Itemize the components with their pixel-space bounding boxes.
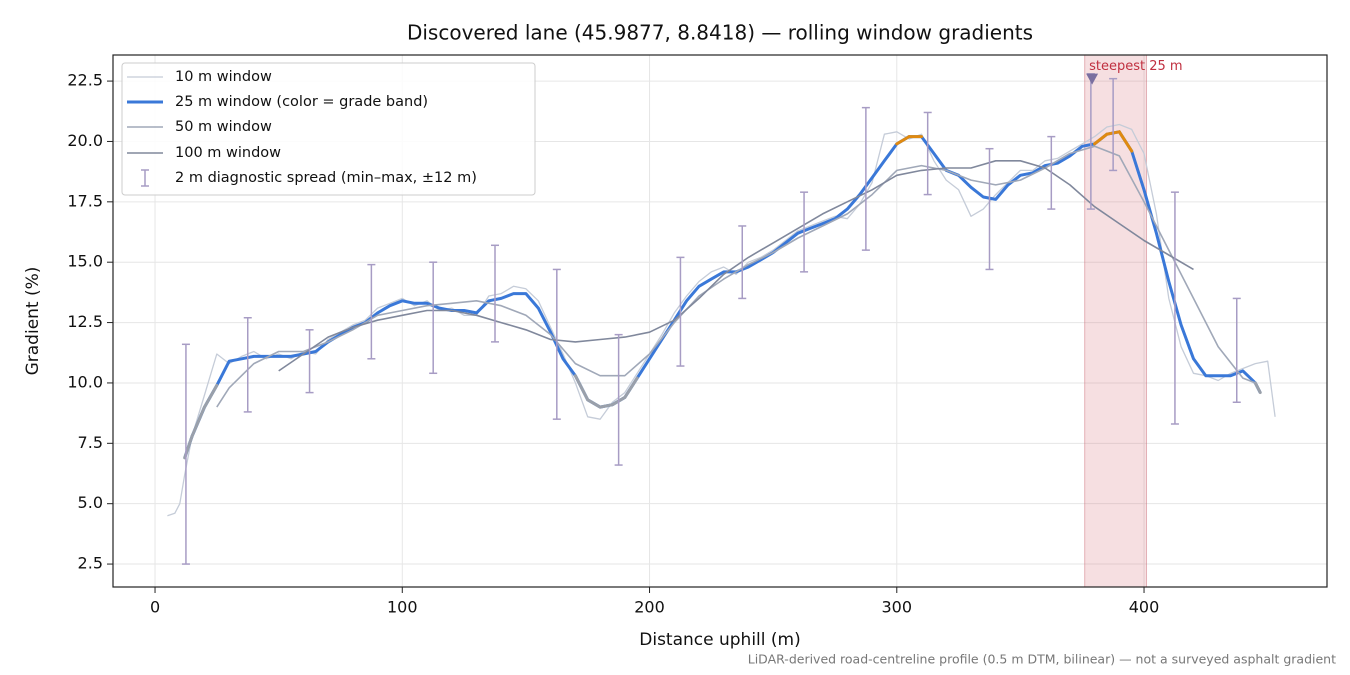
legend-label: 25 m window (color = grade band) xyxy=(175,94,428,110)
annotation-marker xyxy=(1086,73,1099,85)
x-tick-label: 0 xyxy=(150,598,160,617)
error-bar xyxy=(614,333,623,466)
x-tick-label: 400 xyxy=(1129,598,1160,617)
y-tick-label: 22.5 xyxy=(67,71,103,90)
grade-band-segment xyxy=(1093,132,1109,146)
error-bar xyxy=(676,256,685,367)
error-bar xyxy=(800,191,809,273)
legend: 10 m window 25 m window (color = grade ba… xyxy=(121,62,536,196)
grade-band-segment xyxy=(598,403,614,409)
error-bar xyxy=(429,261,438,375)
footnote: LiDAR-derived road-centreline profile (0… xyxy=(748,652,1336,667)
grade-band-segment xyxy=(895,135,911,146)
error-bar xyxy=(861,106,870,251)
y-tick-label: 12.5 xyxy=(67,312,103,331)
series-line xyxy=(278,160,1194,372)
error-bar xyxy=(552,268,561,420)
error-bar xyxy=(985,147,994,271)
legend-label: 50 m window xyxy=(175,119,272,135)
error-bar xyxy=(181,343,190,565)
grade-band-segment xyxy=(1253,381,1262,395)
y-tick-label: 10.0 xyxy=(67,372,103,391)
x-tick-label: 300 xyxy=(882,598,913,617)
y-tick-label: 2.5 xyxy=(78,554,103,573)
error-bar xyxy=(367,263,376,360)
grade-band-segment xyxy=(623,376,639,399)
error-bar xyxy=(1170,191,1179,425)
error-bar xyxy=(243,316,252,413)
y-axis-label: Gradient (%) xyxy=(23,267,43,376)
legend-label: 10 m window xyxy=(175,69,272,85)
y-tick-label: 5.0 xyxy=(78,493,103,512)
legend-label: 100 m window xyxy=(175,145,281,161)
error-bar xyxy=(491,244,500,343)
error-bar xyxy=(923,111,932,196)
x-axis-label: Distance uphill (m) xyxy=(639,630,800,650)
y-tick-label: 15.0 xyxy=(67,252,103,271)
x-tick-label: 100 xyxy=(387,598,418,617)
error-bar xyxy=(1232,297,1241,404)
grade-band-segment xyxy=(1117,130,1134,153)
legend-label: 2 m diagnostic spread (min–max, ±12 m) xyxy=(175,170,477,186)
plot-underlay xyxy=(113,54,1327,588)
error-bar xyxy=(1047,135,1056,210)
error-bar xyxy=(1109,77,1118,172)
grade-band-segment xyxy=(202,383,219,409)
error-bar xyxy=(738,225,747,300)
highlight-span xyxy=(1084,54,1148,588)
plot-marks: steepest 25 m xyxy=(167,59,1276,565)
grade-band-segment xyxy=(586,398,602,409)
annotation-text: steepest 25 m xyxy=(1089,59,1182,74)
error-bar xyxy=(305,329,314,394)
legend-box xyxy=(121,62,536,196)
plot-frame xyxy=(112,54,1328,588)
y-tick-label: 7.5 xyxy=(78,433,103,452)
grade-band-segment xyxy=(573,374,590,402)
chart-title: Discovered lane (45.9877, 8.8418) — roll… xyxy=(407,21,1033,45)
y-tick-label: 17.5 xyxy=(67,191,103,210)
x-tick-label: 200 xyxy=(634,598,665,617)
y-tick-label: 20.0 xyxy=(67,131,103,150)
grade-band-segment xyxy=(190,405,206,438)
